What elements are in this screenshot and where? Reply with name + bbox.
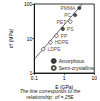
- svg-text:LDPE: LDPE: [47, 46, 61, 52]
- svg-text:PET: PET: [56, 19, 66, 25]
- svg-text:10: 10: [27, 36, 33, 42]
- svg-text:Amorphous: Amorphous: [59, 58, 85, 64]
- svg-text:PP: PP: [61, 33, 68, 39]
- svg-text:10: 10: [91, 75, 97, 81]
- svg-text:HDPE: HDPE: [55, 39, 70, 45]
- svg-text:PC: PC: [64, 12, 71, 18]
- svg-text:1: 1: [29, 70, 33, 76]
- svg-text:PMMA: PMMA: [60, 5, 76, 11]
- svg-text:1: 1: [63, 75, 66, 81]
- svg-text:E (GPa): E (GPa): [55, 84, 73, 90]
- svg-text:0.1: 0.1: [31, 75, 38, 81]
- svg-text:σf (MPa): σf (MPa): [8, 28, 14, 48]
- svg-text:Semi-crystalline: Semi-crystalline: [59, 65, 95, 71]
- svg-text:relationship: σf = 25E: relationship: σf = 25E: [26, 94, 74, 100]
- svg-text:100: 100: [24, 1, 33, 7]
- svg-text:PS: PS: [67, 26, 74, 32]
